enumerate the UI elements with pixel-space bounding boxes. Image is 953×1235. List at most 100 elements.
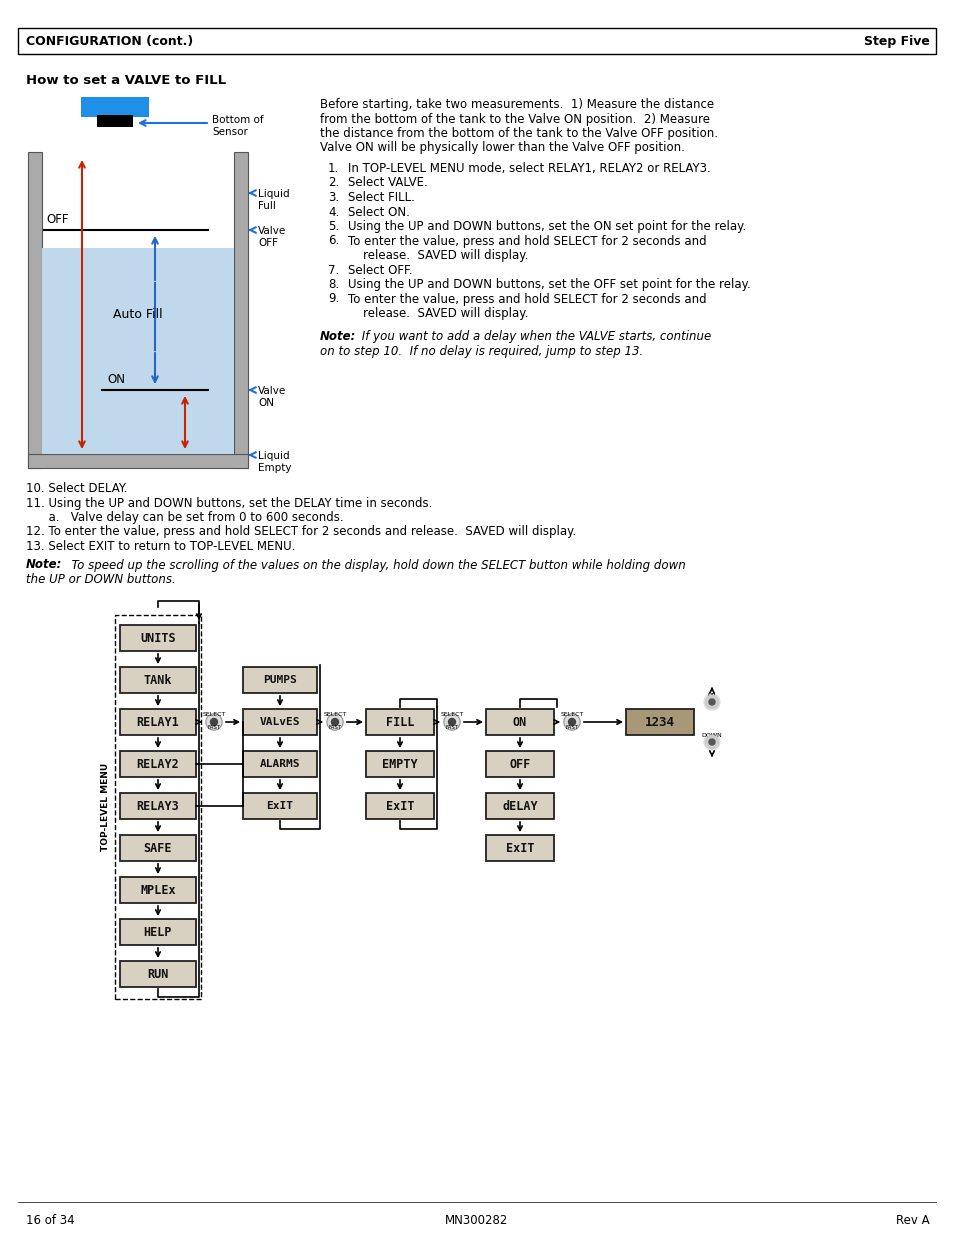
FancyBboxPatch shape xyxy=(120,919,195,945)
Text: In TOP-LEVEL MENU mode, select RELAY1, RELAY2 or RELAY3.: In TOP-LEVEL MENU mode, select RELAY1, R… xyxy=(348,162,710,175)
FancyBboxPatch shape xyxy=(366,751,434,777)
Text: Select VALVE.: Select VALVE. xyxy=(348,177,427,189)
Text: ExIT: ExIT xyxy=(266,802,294,811)
Text: RELAY2: RELAY2 xyxy=(136,757,179,771)
Text: FILL: FILL xyxy=(385,715,414,729)
Text: How to set a VALVE to FILL: How to set a VALVE to FILL xyxy=(26,74,226,86)
Text: 1234: 1234 xyxy=(644,715,675,729)
Text: SELECT: SELECT xyxy=(440,713,463,718)
Bar xyxy=(18,28,935,54)
Circle shape xyxy=(705,736,718,748)
Text: DOWN: DOWN xyxy=(700,734,721,739)
FancyBboxPatch shape xyxy=(120,961,195,987)
FancyBboxPatch shape xyxy=(366,793,434,819)
Text: If you want to add a delay when the VALVE starts, continue: If you want to add a delay when the VALV… xyxy=(357,330,711,343)
FancyBboxPatch shape xyxy=(120,793,195,819)
Text: release.  SAVED will display.: release. SAVED will display. xyxy=(348,308,528,320)
Text: Step Five: Step Five xyxy=(863,35,929,47)
Bar xyxy=(115,615,201,999)
Text: 12. To enter the value, press and hold SELECT for 2 seconds and release.  SAVED : 12. To enter the value, press and hold S… xyxy=(26,526,576,538)
FancyBboxPatch shape xyxy=(485,709,554,735)
Text: MPLEx: MPLEx xyxy=(140,883,175,897)
FancyBboxPatch shape xyxy=(485,835,554,861)
Circle shape xyxy=(448,719,455,725)
Text: 16 of 34: 16 of 34 xyxy=(26,1214,74,1228)
Text: RUN: RUN xyxy=(147,967,169,981)
Text: UNITS: UNITS xyxy=(140,631,175,645)
Text: CONFIGURATION (cont.): CONFIGURATION (cont.) xyxy=(26,35,193,47)
Text: SELECT: SELECT xyxy=(202,713,226,718)
Text: 6.: 6. xyxy=(328,235,339,247)
Circle shape xyxy=(563,714,579,730)
Text: UP: UP xyxy=(707,693,716,698)
Text: Auto Fill: Auto Fill xyxy=(113,309,163,321)
Bar xyxy=(97,115,132,127)
Text: Note:: Note: xyxy=(319,330,356,343)
Bar xyxy=(42,248,233,454)
Text: To enter the value, press and hold SELECT for 2 seconds and: To enter the value, press and hold SELEC… xyxy=(348,235,706,247)
Circle shape xyxy=(328,715,341,729)
Text: Using the UP and DOWN buttons, set the ON set point for the relay.: Using the UP and DOWN buttons, set the O… xyxy=(348,220,745,233)
Text: ON: ON xyxy=(107,373,125,387)
Text: FAST: FAST xyxy=(328,725,341,730)
Circle shape xyxy=(705,695,718,709)
Text: Note:: Note: xyxy=(26,558,62,572)
Circle shape xyxy=(331,719,338,725)
FancyBboxPatch shape xyxy=(120,835,195,861)
Circle shape xyxy=(206,714,222,730)
FancyBboxPatch shape xyxy=(120,877,195,903)
Text: OFF: OFF xyxy=(46,212,69,226)
Bar xyxy=(233,152,248,468)
Text: TOP-LEVEL MENU: TOP-LEVEL MENU xyxy=(101,763,111,851)
Text: RELAY3: RELAY3 xyxy=(136,799,179,813)
Text: Valve
ON: Valve ON xyxy=(257,387,286,408)
Circle shape xyxy=(211,719,217,725)
Circle shape xyxy=(708,739,714,745)
Text: ALARMS: ALARMS xyxy=(259,760,300,769)
Text: 1.: 1. xyxy=(328,162,339,175)
Text: To enter the value, press and hold SELECT for 2 seconds and: To enter the value, press and hold SELEC… xyxy=(348,293,706,305)
Text: RELAY1: RELAY1 xyxy=(136,715,179,729)
Text: Select ON.: Select ON. xyxy=(348,205,410,219)
FancyBboxPatch shape xyxy=(243,667,316,693)
Text: Valve
OFF: Valve OFF xyxy=(257,226,286,247)
Text: Select OFF.: Select OFF. xyxy=(348,263,412,277)
Text: FAST: FAST xyxy=(565,725,578,730)
Circle shape xyxy=(327,714,343,730)
FancyBboxPatch shape xyxy=(243,793,316,819)
Text: on to step 10.  If no delay is required, jump to step 13.: on to step 10. If no delay is required, … xyxy=(319,345,642,357)
Text: 10. Select DELAY.: 10. Select DELAY. xyxy=(26,482,128,495)
Text: 9.: 9. xyxy=(328,293,339,305)
Bar xyxy=(28,454,248,468)
Text: 3.: 3. xyxy=(328,191,338,204)
Text: 7.: 7. xyxy=(328,263,339,277)
Text: 4.: 4. xyxy=(328,205,339,219)
Text: the distance from the bottom of the tank to the Valve OFF position.: the distance from the bottom of the tank… xyxy=(319,127,718,140)
Text: ON: ON xyxy=(513,715,527,729)
Text: release.  SAVED will display.: release. SAVED will display. xyxy=(348,249,528,262)
Circle shape xyxy=(703,734,720,750)
Text: Bottom of
Sensor: Bottom of Sensor xyxy=(212,115,263,137)
Text: SELECT: SELECT xyxy=(559,713,583,718)
FancyBboxPatch shape xyxy=(120,625,195,651)
Text: TANk: TANk xyxy=(144,673,172,687)
Text: dELAY: dELAY xyxy=(501,799,537,813)
Text: SELECT: SELECT xyxy=(323,713,346,718)
Circle shape xyxy=(568,719,575,725)
Text: FAST: FAST xyxy=(445,725,458,730)
Bar xyxy=(28,152,42,468)
Text: OFF: OFF xyxy=(509,757,530,771)
FancyBboxPatch shape xyxy=(366,709,434,735)
Text: ExIT: ExIT xyxy=(385,799,414,813)
Circle shape xyxy=(564,715,578,729)
Circle shape xyxy=(444,715,458,729)
Text: Rev A: Rev A xyxy=(896,1214,929,1228)
Circle shape xyxy=(207,715,221,729)
FancyBboxPatch shape xyxy=(120,667,195,693)
Text: 5.: 5. xyxy=(328,220,338,233)
Text: 13. Select EXIT to return to TOP-LEVEL MENU.: 13. Select EXIT to return to TOP-LEVEL M… xyxy=(26,540,295,553)
Text: PUMPS: PUMPS xyxy=(263,676,296,685)
Text: EMPTY: EMPTY xyxy=(382,757,417,771)
Text: Liquid
Empty: Liquid Empty xyxy=(257,451,292,473)
Text: 8.: 8. xyxy=(328,278,338,291)
